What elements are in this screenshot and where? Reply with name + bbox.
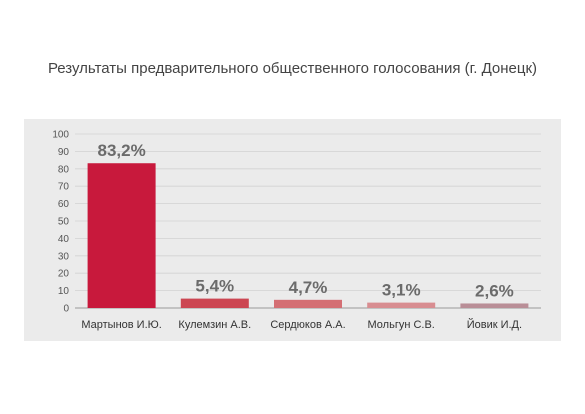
bar bbox=[87, 163, 156, 308]
category-label: Кулемзин А.В. bbox=[178, 319, 251, 331]
category-label: Мартынов И.Ю. bbox=[81, 319, 161, 331]
y-tick-label: 100 bbox=[52, 130, 69, 141]
y-tick-label: 40 bbox=[58, 234, 70, 245]
y-tick-label: 70 bbox=[58, 182, 70, 193]
bar bbox=[180, 298, 249, 308]
y-tick-label: 80 bbox=[58, 164, 70, 175]
bar bbox=[274, 299, 342, 308]
y-tick-label: 90 bbox=[58, 147, 70, 158]
y-tick-label: 0 bbox=[63, 304, 69, 315]
y-tick-label: 30 bbox=[58, 251, 70, 262]
y-tick-label: 60 bbox=[58, 199, 70, 210]
data-label: 83,2% bbox=[97, 141, 145, 160]
category-label: Сердюков А.А. bbox=[270, 319, 345, 331]
y-tick-label: 50 bbox=[58, 217, 70, 228]
bar bbox=[460, 303, 529, 308]
y-tick-label: 10 bbox=[58, 286, 70, 297]
bar bbox=[367, 302, 436, 308]
y-tick-label: 20 bbox=[58, 269, 70, 280]
data-label: 5,4% bbox=[195, 277, 234, 296]
chart-title: Результаты предварительного общественног… bbox=[47, 60, 538, 77]
data-label: 2,6% bbox=[475, 281, 514, 300]
category-label: Йовик И.Д. bbox=[467, 318, 522, 331]
data-label: 3,1% bbox=[382, 281, 421, 300]
category-label: Мольгун С.В. bbox=[368, 319, 435, 331]
data-label: 4,7% bbox=[289, 278, 328, 297]
